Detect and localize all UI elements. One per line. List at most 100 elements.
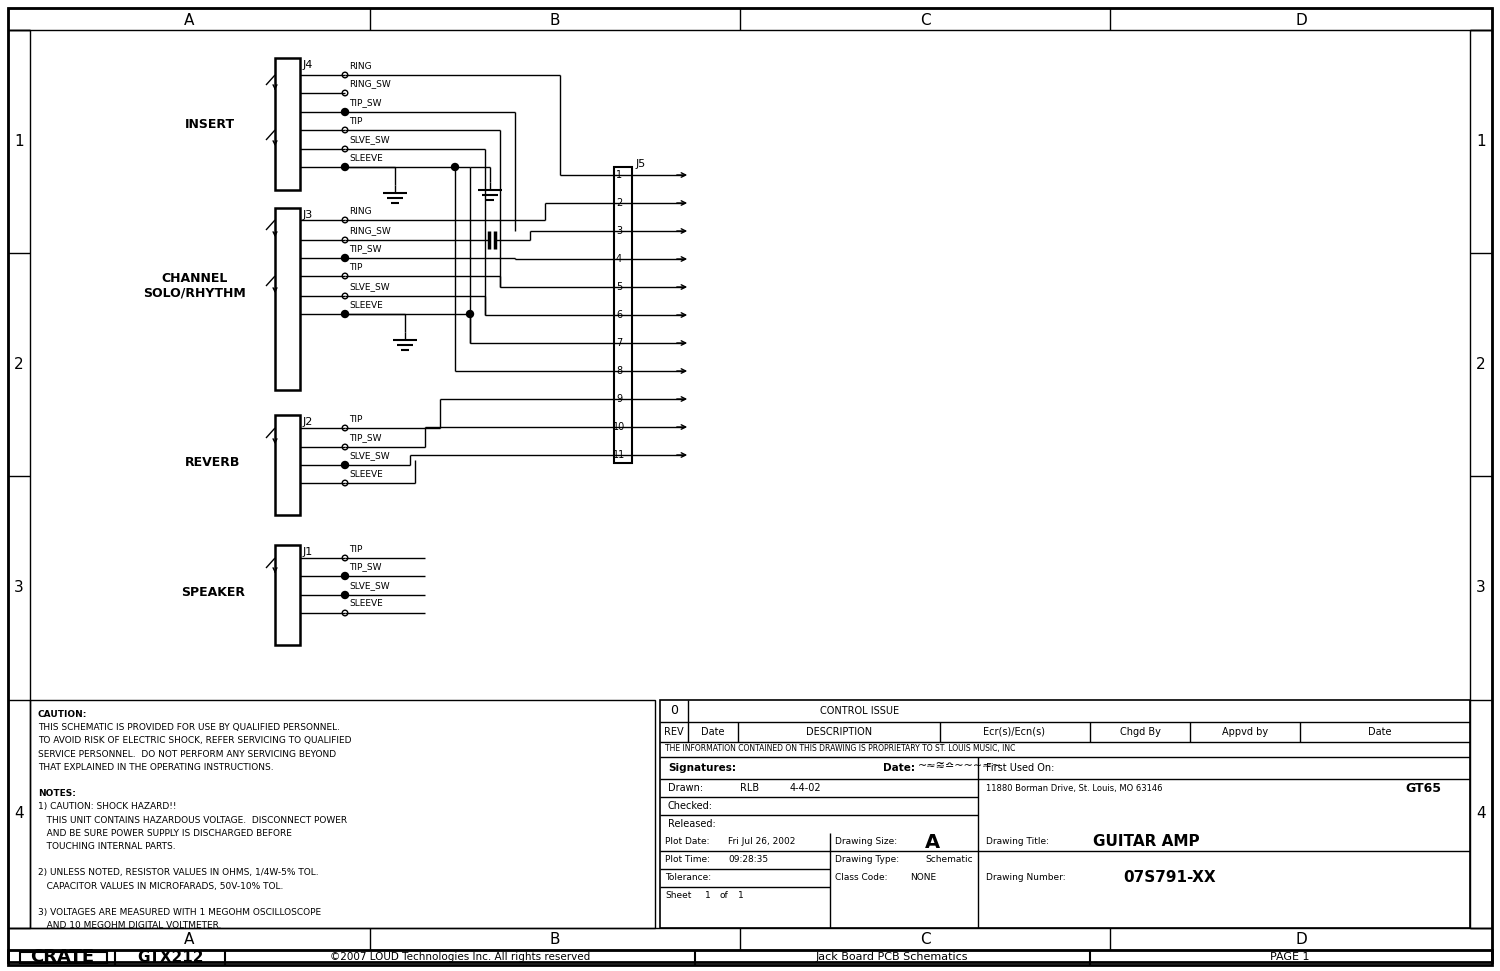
Text: C: C xyxy=(920,931,930,947)
Text: TIP_SW: TIP_SW xyxy=(350,98,381,108)
Text: 8: 8 xyxy=(616,366,622,376)
Text: Drawing Number:: Drawing Number: xyxy=(986,874,1065,883)
Text: Class Code:: Class Code: xyxy=(836,874,888,883)
Text: RING: RING xyxy=(350,61,372,71)
Circle shape xyxy=(466,311,474,318)
Text: 11880 Borman Drive, St. Louis, MO 63146: 11880 Borman Drive, St. Louis, MO 63146 xyxy=(986,784,1162,792)
Text: REV: REV xyxy=(664,727,684,737)
Text: GTX212: GTX212 xyxy=(136,950,204,964)
Text: Tolerance:: Tolerance: xyxy=(664,874,711,883)
Text: Drawing Size:: Drawing Size: xyxy=(836,838,897,847)
Text: 1: 1 xyxy=(738,891,744,900)
Text: CRATE: CRATE xyxy=(30,948,94,966)
Text: NOTES:: NOTES: xyxy=(38,789,76,798)
Text: SLVE_SW: SLVE_SW xyxy=(350,136,390,145)
Circle shape xyxy=(452,163,459,171)
Text: Plot Date:: Plot Date: xyxy=(664,838,710,847)
Text: NONE: NONE xyxy=(910,874,936,883)
Bar xyxy=(30,700,656,928)
Text: 09:28:35: 09:28:35 xyxy=(728,855,768,864)
Text: A: A xyxy=(926,832,940,852)
Text: J1: J1 xyxy=(303,547,313,557)
Text: 1: 1 xyxy=(705,891,711,900)
Text: 1: 1 xyxy=(1476,133,1486,149)
Text: THIS UNIT CONTAINS HAZARDOUS VOLTAGE.  DISCONNECT POWER: THIS UNIT CONTAINS HAZARDOUS VOLTAGE. DI… xyxy=(38,816,346,824)
Text: B: B xyxy=(549,931,561,947)
Text: TIP_SW: TIP_SW xyxy=(350,433,381,443)
Text: TOUCHING INTERNAL PARTS.: TOUCHING INTERNAL PARTS. xyxy=(38,842,176,851)
Text: SLEEVE: SLEEVE xyxy=(350,599,382,609)
Text: 9: 9 xyxy=(616,394,622,404)
Text: 7: 7 xyxy=(616,338,622,348)
Text: SLVE_SW: SLVE_SW xyxy=(350,582,390,590)
Text: RING: RING xyxy=(350,207,372,216)
Text: SPEAKER: SPEAKER xyxy=(182,586,244,598)
Bar xyxy=(614,167,632,463)
Text: Sheet: Sheet xyxy=(664,891,692,900)
Text: Signatures:: Signatures: xyxy=(668,763,736,773)
Bar xyxy=(1470,30,1492,928)
Text: Chgd By: Chgd By xyxy=(1119,727,1161,737)
Text: 4: 4 xyxy=(1476,807,1486,821)
Text: ~≈≋≏~~∼≈~: ~≈≋≏~~∼≈~ xyxy=(918,761,1002,771)
Text: TIP: TIP xyxy=(350,545,363,553)
Text: 3: 3 xyxy=(1476,581,1486,595)
Bar xyxy=(8,30,30,928)
Bar xyxy=(20,952,106,963)
Bar xyxy=(274,58,300,190)
Text: TIP: TIP xyxy=(350,262,363,272)
Bar xyxy=(274,415,300,515)
Text: J3: J3 xyxy=(303,210,313,220)
Text: 11: 11 xyxy=(614,450,626,460)
Bar xyxy=(8,928,1492,950)
Text: RING_SW: RING_SW xyxy=(350,80,390,88)
Text: 4-4-02: 4-4-02 xyxy=(790,783,822,793)
Text: CONTROL ISSUE: CONTROL ISSUE xyxy=(821,706,900,716)
Text: SLVE_SW: SLVE_SW xyxy=(350,452,390,460)
Text: GT65: GT65 xyxy=(1406,782,1441,794)
Text: 5: 5 xyxy=(616,282,622,292)
Text: PAGE 1: PAGE 1 xyxy=(1270,952,1310,962)
Text: AND BE SURE POWER SUPPLY IS DISCHARGED BEFORE: AND BE SURE POWER SUPPLY IS DISCHARGED B… xyxy=(38,829,292,838)
Text: Drawing Type:: Drawing Type: xyxy=(836,855,898,864)
Text: TIP: TIP xyxy=(350,117,363,125)
Text: 1: 1 xyxy=(616,170,622,180)
Text: TIP_SW: TIP_SW xyxy=(350,245,381,253)
Text: Date:: Date: xyxy=(884,763,915,773)
Text: RING_SW: RING_SW xyxy=(350,226,390,236)
Text: TO AVOID RISK OF ELECTRIC SHOCK, REFER SERVICING TO QUALIFIED: TO AVOID RISK OF ELECTRIC SHOCK, REFER S… xyxy=(38,736,351,746)
Text: Released:: Released: xyxy=(668,819,716,829)
Text: SLEEVE: SLEEVE xyxy=(350,470,382,479)
Text: Schematic: Schematic xyxy=(926,855,972,864)
Text: Checked:: Checked: xyxy=(668,801,712,811)
Text: SLVE_SW: SLVE_SW xyxy=(350,283,390,291)
Bar xyxy=(274,208,300,390)
Text: SLEEVE: SLEEVE xyxy=(350,300,382,310)
Text: SOLO/RHYTHM: SOLO/RHYTHM xyxy=(144,286,246,299)
Text: 6: 6 xyxy=(616,310,622,320)
Text: THAT EXPLAINED IN THE OPERATING INSTRUCTIONS.: THAT EXPLAINED IN THE OPERATING INSTRUCT… xyxy=(38,763,273,772)
Text: THE INFORMATION CONTAINED ON THIS DRAWING IS PROPRIETARY TO ST. LOUIS MUSIC, INC: THE INFORMATION CONTAINED ON THIS DRAWIN… xyxy=(664,745,1016,753)
Text: 3: 3 xyxy=(616,226,622,236)
Text: 4: 4 xyxy=(616,254,622,264)
Text: J4: J4 xyxy=(303,60,313,70)
Text: GUITAR AMP: GUITAR AMP xyxy=(1094,834,1200,850)
Text: 4: 4 xyxy=(13,807,24,821)
Text: DESCRIPTION: DESCRIPTION xyxy=(806,727,871,737)
Text: D: D xyxy=(1294,13,1306,27)
Text: REVERB: REVERB xyxy=(186,455,240,468)
Circle shape xyxy=(342,254,348,261)
Text: 10: 10 xyxy=(614,422,626,432)
Text: Date: Date xyxy=(1368,727,1392,737)
Text: 2: 2 xyxy=(1476,356,1486,372)
Text: 07S791-XX: 07S791-XX xyxy=(1124,870,1215,886)
Circle shape xyxy=(342,163,348,171)
Bar xyxy=(8,950,1492,965)
Text: Ecr(s)/Ecn(s): Ecr(s)/Ecn(s) xyxy=(982,727,1046,737)
Text: Appvd by: Appvd by xyxy=(1222,727,1268,737)
Text: INSERT: INSERT xyxy=(184,117,236,130)
Text: C: C xyxy=(920,13,930,27)
Text: SLEEVE: SLEEVE xyxy=(350,153,382,162)
Text: AND 10 MEGOHM DIGITAL VOLTMETER.: AND 10 MEGOHM DIGITAL VOLTMETER. xyxy=(38,921,222,930)
Text: TIP_SW: TIP_SW xyxy=(350,562,381,572)
